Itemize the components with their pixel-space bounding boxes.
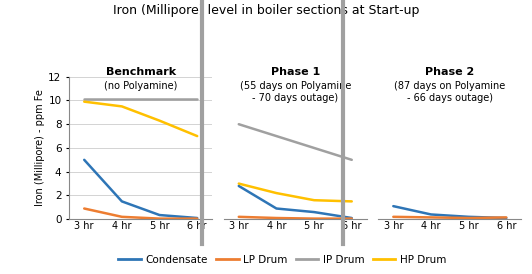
- Text: (no Polyamine): (no Polyamine): [104, 81, 177, 91]
- Legend: Condensate, LP Drum, IP Drum, HP Drum: Condensate, LP Drum, IP Drum, HP Drum: [114, 250, 450, 269]
- Text: Benchmark: Benchmark: [106, 67, 176, 77]
- Text: Phase 2: Phase 2: [425, 67, 475, 77]
- Text: Phase 1: Phase 1: [271, 67, 320, 77]
- Y-axis label: Iron (Millipore) - ppm Fe: Iron (Millipore) - ppm Fe: [36, 90, 46, 206]
- Text: (55 days on Polyamine
- 70 days outage): (55 days on Polyamine - 70 days outage): [239, 81, 351, 102]
- Text: (87 days on Polyamine
- 66 days outage): (87 days on Polyamine - 66 days outage): [394, 81, 505, 102]
- Text: Iron (Millipore) level in boiler sections at Start-up: Iron (Millipore) level in boiler section…: [113, 4, 419, 17]
